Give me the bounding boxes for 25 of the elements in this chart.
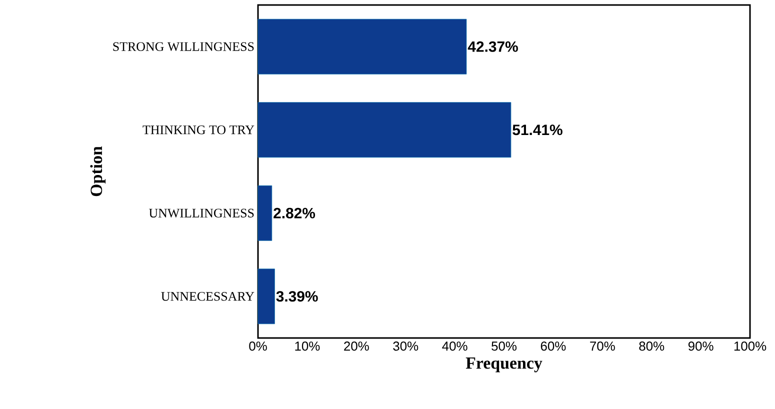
x-tick-label: 10% xyxy=(295,342,320,351)
x-tick-label: 0% xyxy=(249,342,267,351)
bar xyxy=(258,102,512,158)
x-tick-label: 70% xyxy=(590,342,615,351)
x-tick-label: 50% xyxy=(492,342,517,351)
x-tick-label: 20% xyxy=(344,342,369,351)
data-label: 51.41% xyxy=(512,124,562,136)
x-tick-label: 30% xyxy=(393,342,418,351)
data-label: 42.37% xyxy=(468,41,518,52)
y-tick-label: STRONG WILLINGNESS xyxy=(113,42,254,52)
x-tick-label: 80% xyxy=(639,342,664,351)
data-label: 2.82% xyxy=(274,208,316,218)
bar xyxy=(258,268,275,324)
bar xyxy=(258,18,467,74)
bar xyxy=(258,185,272,241)
y-tick-label: THINKING TO TRY xyxy=(142,126,254,134)
y-tick-label: UNNECESSARY xyxy=(161,292,254,301)
x-tick-label: 90% xyxy=(688,342,714,351)
x-tick-label: 40% xyxy=(442,342,468,351)
x-tick-label: 60% xyxy=(540,342,566,351)
data-label: 3.39% xyxy=(276,291,318,302)
y-axis-title: Option xyxy=(90,146,106,196)
y-tick-label: UNWILLINGNESS xyxy=(148,208,254,218)
x-tick-label: 100% xyxy=(734,342,766,351)
x-axis-title: Frequency xyxy=(466,358,542,372)
